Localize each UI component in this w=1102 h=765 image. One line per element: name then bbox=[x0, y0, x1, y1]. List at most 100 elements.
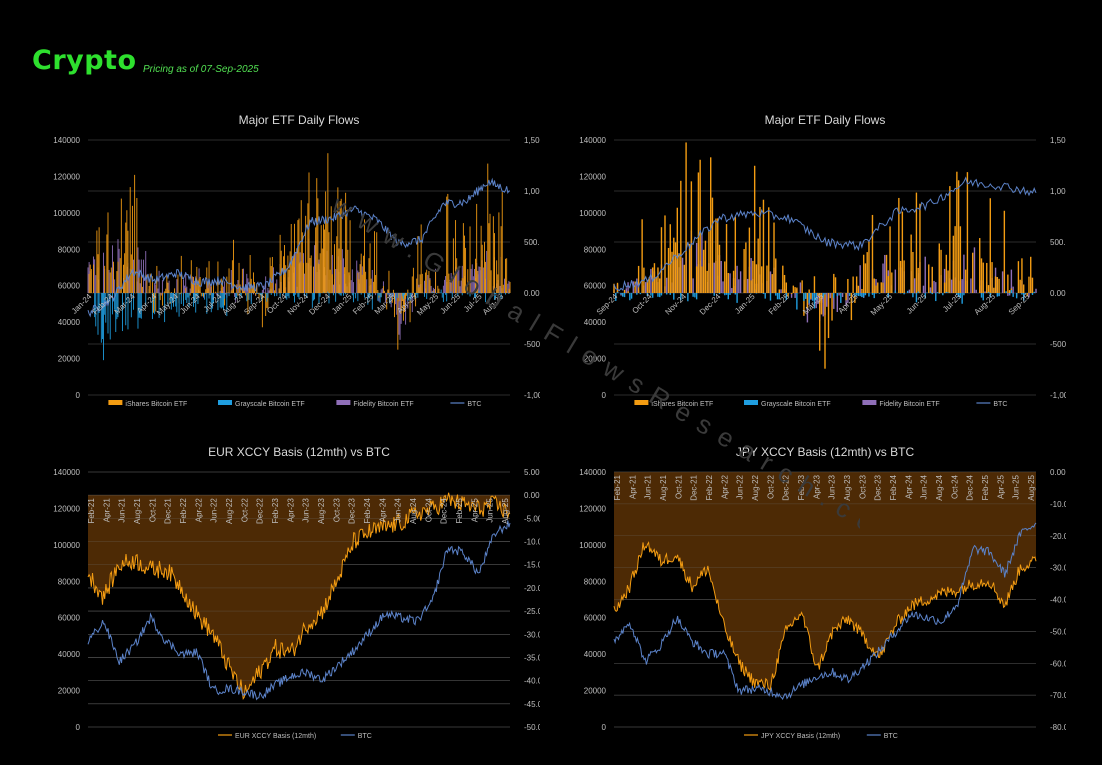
bar-fidelity bbox=[237, 279, 239, 293]
bar-fidelity bbox=[273, 267, 274, 293]
bar-ishares bbox=[634, 281, 636, 293]
bar-ishares bbox=[690, 181, 693, 293]
bar-ishares bbox=[857, 285, 860, 293]
bar-grayscale bbox=[931, 293, 933, 295]
bar-grayscale bbox=[197, 293, 199, 305]
bar-ishares bbox=[98, 227, 100, 293]
bar-grayscale bbox=[154, 293, 156, 315]
bar-fidelity bbox=[780, 289, 782, 293]
bar-ishares bbox=[224, 293, 226, 306]
right-tick-label: -20.00 bbox=[1050, 532, 1066, 541]
bar-grayscale bbox=[673, 293, 675, 300]
bar-ishares bbox=[956, 171, 958, 293]
bar-grayscale bbox=[240, 293, 242, 298]
bar-grayscale bbox=[451, 293, 453, 298]
bar-fidelity bbox=[451, 279, 453, 293]
bar-ishares bbox=[328, 232, 330, 293]
bar-ishares bbox=[673, 237, 675, 293]
bar-ishares bbox=[196, 266, 198, 293]
bar-fidelity bbox=[216, 293, 218, 296]
bar-fidelity bbox=[225, 293, 227, 295]
bar-ishares bbox=[671, 251, 673, 293]
bar-grayscale bbox=[636, 293, 638, 295]
right-tick-label: -500.00 bbox=[1050, 340, 1066, 349]
bar-ishares bbox=[310, 255, 312, 293]
bar-grayscale bbox=[103, 293, 104, 361]
left-tick-label: 120000 bbox=[53, 504, 80, 513]
bar-ishares bbox=[322, 224, 324, 293]
bar-ishares bbox=[641, 219, 643, 293]
x-tick-label: Jan-25 bbox=[330, 292, 354, 316]
bar-ishares bbox=[391, 293, 393, 303]
bar-ishares bbox=[285, 265, 287, 293]
bar-ishares bbox=[989, 198, 991, 293]
bar-ishares bbox=[718, 244, 721, 293]
bar-grayscale bbox=[417, 293, 419, 298]
x-tick-label: Dec-24 bbox=[440, 498, 449, 524]
bar-ishares bbox=[508, 288, 510, 293]
bar-fidelity bbox=[460, 280, 462, 293]
bar-grayscale bbox=[170, 293, 172, 310]
bar-grayscale bbox=[803, 293, 805, 302]
bar-grayscale bbox=[467, 293, 469, 295]
x-tick-label: Aug-21 bbox=[659, 474, 668, 500]
bar-ishares bbox=[167, 282, 169, 293]
bar-ishares bbox=[808, 289, 810, 293]
bar-ishares bbox=[680, 180, 682, 293]
legend-label: Grayscale Bitcoin ETF bbox=[761, 401, 831, 408]
bar-grayscale bbox=[440, 289, 442, 293]
bars-group bbox=[87, 153, 511, 361]
bar-ishares bbox=[803, 293, 805, 316]
left-tick-label: 140000 bbox=[53, 136, 80, 145]
bar-ishares bbox=[237, 293, 239, 296]
etf-flows-chart-short: Major ETF Daily Flows -1,000.00 -500.00 0.0… bbox=[566, 108, 1066, 408]
bar-fidelity bbox=[234, 293, 236, 297]
bar-ishares bbox=[336, 236, 338, 293]
bar-ishares bbox=[862, 254, 865, 293]
bar-ishares bbox=[124, 253, 126, 293]
bar-ishares bbox=[494, 233, 495, 293]
bar-fidelity bbox=[398, 293, 400, 335]
bar-fidelity bbox=[186, 286, 188, 293]
right-tick-label: -25.00 bbox=[524, 607, 540, 616]
bar-ishares bbox=[464, 235, 465, 293]
bar-fidelity bbox=[950, 279, 953, 293]
bar-fidelity bbox=[474, 268, 475, 293]
bar-grayscale bbox=[692, 293, 694, 297]
bar-grayscale bbox=[461, 293, 463, 296]
bar-ishares bbox=[168, 290, 170, 293]
bar-ishares bbox=[107, 212, 109, 293]
bar-fidelity bbox=[267, 287, 269, 293]
bar-grayscale bbox=[171, 293, 173, 301]
bar-fidelity bbox=[194, 280, 196, 293]
bar-fidelity bbox=[108, 269, 110, 293]
bar-grayscale bbox=[164, 293, 166, 323]
bar-ishares bbox=[903, 260, 905, 293]
bar-ishares bbox=[305, 215, 307, 293]
bar-ishares bbox=[664, 215, 666, 293]
bar-ishares bbox=[377, 290, 379, 293]
bar-ishares bbox=[109, 272, 111, 293]
bar-ishares bbox=[159, 293, 161, 301]
left-tick-label: 20000 bbox=[58, 687, 81, 696]
bar-ishares bbox=[490, 270, 492, 293]
bar-ishares bbox=[820, 293, 823, 315]
bar-grayscale bbox=[778, 293, 780, 300]
bar-ishares bbox=[296, 248, 298, 293]
bar-ishares bbox=[198, 278, 200, 293]
bar-grayscale bbox=[1005, 291, 1007, 293]
bar-grayscale bbox=[318, 293, 320, 304]
bar-grayscale bbox=[475, 293, 477, 299]
bar-fidelity bbox=[713, 262, 715, 293]
bar-fidelity bbox=[470, 268, 472, 293]
bar-grayscale bbox=[815, 293, 817, 301]
bar-grayscale bbox=[285, 293, 287, 299]
bar-grayscale bbox=[101, 293, 103, 340]
bar-grayscale bbox=[873, 293, 875, 299]
bar-ishares bbox=[660, 227, 663, 293]
bar-fidelity bbox=[847, 293, 849, 303]
bar-grayscale bbox=[121, 293, 123, 332]
bar-ishares bbox=[213, 281, 214, 293]
bar-fidelity bbox=[636, 278, 638, 293]
bar-grayscale bbox=[987, 292, 990, 293]
